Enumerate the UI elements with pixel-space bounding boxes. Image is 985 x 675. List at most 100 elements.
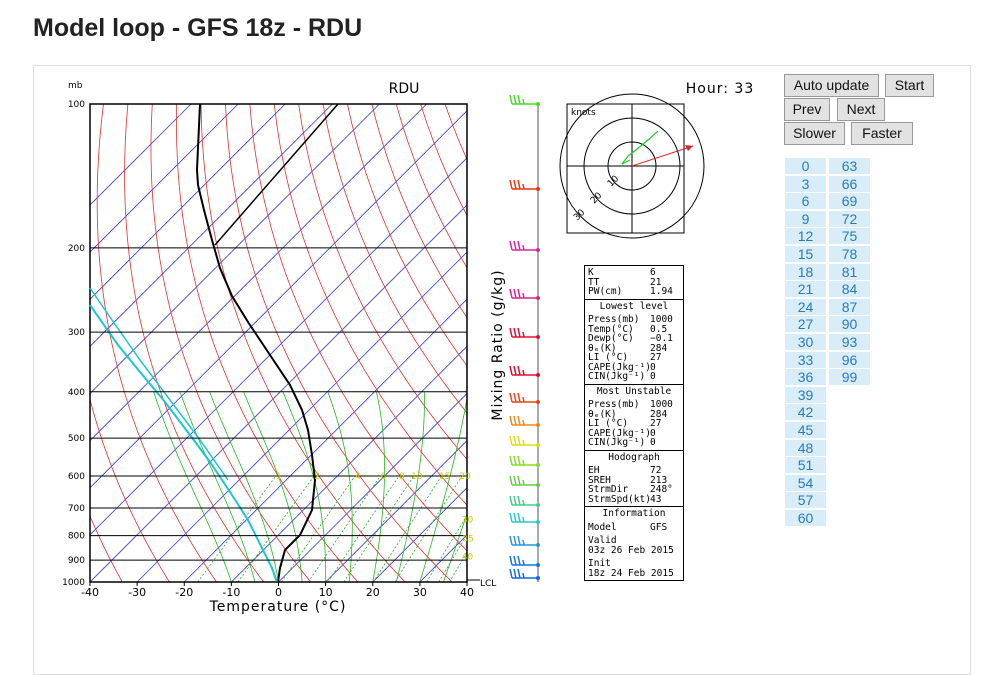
hour-link[interactable]: 81	[829, 263, 870, 280]
hour-link[interactable]: 3	[785, 175, 826, 192]
guide-line	[230, 345, 467, 582]
table-row: EH 72	[588, 466, 680, 476]
table-row: LI (°C) 27	[588, 419, 680, 429]
guide-line	[90, 110, 467, 489]
guide-line	[90, 104, 428, 442]
hour-link[interactable]: 69	[829, 193, 870, 210]
button[interactable]: Auto update	[784, 74, 879, 97]
hour-link[interactable]: 18	[785, 263, 826, 280]
mixing-ratio-value: 8	[399, 472, 405, 482]
hour-link[interactable]: 24	[785, 298, 826, 315]
table-row: CAPE(Jkg⁻¹) 0	[588, 428, 680, 439]
hour-link[interactable]: 27	[785, 316, 826, 333]
row-label: Dewp(°C)	[588, 333, 634, 344]
row-value: 6	[650, 267, 656, 278]
barb	[509, 94, 538, 105]
barb	[509, 327, 538, 338]
hour-link[interactable]: 90	[829, 316, 870, 333]
hour-link[interactable]: 84	[829, 281, 870, 298]
hour-link[interactable]: 45	[785, 422, 826, 438]
row-label: CAPE(Jkg⁻¹)	[588, 361, 651, 373]
hour-link[interactable]: 72	[829, 210, 870, 227]
table-row: CIN(Jkg⁻¹) 0	[588, 372, 680, 382]
hour-link[interactable]: 30	[785, 334, 826, 350]
barb	[509, 555, 538, 566]
hour-link[interactable]: 54	[785, 474, 826, 491]
hour-link[interactable]: 66	[829, 175, 870, 192]
button[interactable]: Slower	[784, 122, 845, 145]
guide-line	[225, 104, 453, 582]
guide-line	[346, 104, 467, 367]
hour-link[interactable]: 48	[785, 439, 826, 456]
button[interactable]: Prev	[784, 98, 830, 121]
mixing-ratio-value: 1	[276, 472, 282, 482]
hour-link[interactable]: 39	[785, 386, 826, 403]
barb	[509, 568, 538, 579]
hour-link[interactable]: 12	[785, 228, 826, 245]
table-section: Lowest level Press(mb) 1000 Temp(°C) 0.5 Dewp…	[585, 298, 683, 384]
barb	[509, 475, 538, 486]
button[interactable]: Start	[885, 74, 934, 97]
pressure-label: 800	[68, 532, 85, 542]
table-row: PW(cm) 1.94	[588, 287, 680, 297]
row-value: 72	[650, 465, 662, 476]
hour-link[interactable]: 75	[829, 228, 870, 245]
row-label: K	[588, 267, 594, 278]
temperature-label: 10	[319, 586, 333, 599]
row-value: 27	[650, 352, 662, 363]
guide-line	[90, 515, 123, 582]
hour-link[interactable]: 9	[785, 210, 826, 227]
mixing-ratio-line	[197, 475, 277, 582]
hour-link[interactable]: 42	[785, 404, 826, 421]
barb	[509, 415, 538, 426]
guide-line	[249, 104, 467, 552]
row-label: LI (°C)	[588, 418, 629, 429]
row-value: 284	[650, 408, 668, 420]
section-title: Most Unstable	[596, 385, 672, 397]
button[interactable]: Next	[837, 98, 885, 121]
temperature-label: 30	[413, 586, 427, 599]
mixing-ratio-line	[327, 475, 400, 582]
row-label: θₑ(K)	[588, 408, 617, 420]
button[interactable]: Faster	[851, 122, 913, 145]
hour-link[interactable]: 6	[785, 193, 826, 210]
barb	[509, 495, 538, 506]
pressure-unit: mb	[68, 81, 83, 91]
table-row: TT 21	[588, 277, 680, 288]
pressure-label: 900	[68, 556, 85, 566]
hour-link[interactable]: 60	[785, 510, 826, 526]
row-value: 1000	[650, 314, 673, 325]
mixing-ratio-label: Mixing Ratio (g/kg)	[490, 269, 506, 420]
hour-link[interactable]: 96	[829, 351, 870, 368]
barb	[509, 365, 538, 376]
hour-link[interactable]: 93	[829, 334, 870, 350]
hour-link[interactable]: 51	[785, 457, 826, 474]
hour-link[interactable]: 15	[785, 246, 826, 262]
mixing-ratio-line	[449, 551, 467, 582]
barb	[509, 240, 538, 251]
hour-link[interactable]: 33	[785, 351, 826, 368]
barb	[509, 392, 538, 403]
mixing-ratio-line	[343, 475, 415, 582]
hour-link[interactable]: 87	[829, 298, 870, 315]
guide-line	[90, 104, 192, 206]
dewpoint-profile	[89, 304, 278, 583]
row-label: StrmDir	[588, 484, 629, 495]
hour-link[interactable]: 36	[785, 369, 826, 386]
guide-line	[327, 391, 353, 582]
table-row: CAPE(Jkg⁻¹) 0	[588, 361, 680, 373]
hour-link[interactable]: 21	[785, 281, 826, 298]
temperature-label: -30	[128, 586, 146, 599]
hour-link[interactable]: 63	[829, 158, 870, 174]
hour-link[interactable]: 57	[785, 492, 826, 509]
row-value: 248°	[650, 484, 673, 495]
pressure-label: 300	[68, 328, 85, 338]
hour-link[interactable]: 99	[829, 369, 870, 386]
guide-line	[273, 104, 467, 506]
guide-line	[90, 397, 170, 582]
hour-link[interactable]: 0	[785, 158, 826, 174]
hour-link[interactable]: 78	[829, 246, 870, 262]
